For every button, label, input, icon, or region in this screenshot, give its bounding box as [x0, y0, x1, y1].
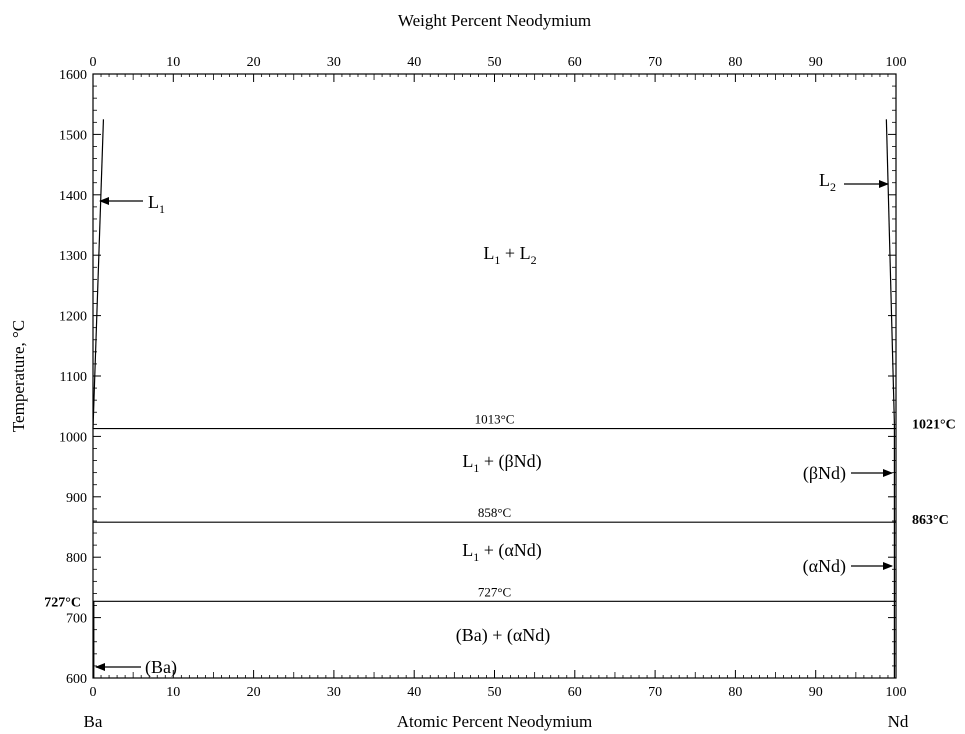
- phase-boundary: [92, 119, 105, 429]
- x-tick-label: 70: [648, 685, 662, 700]
- top-tick-label: 100: [886, 55, 907, 70]
- top-tick-label: 30: [327, 55, 341, 70]
- top-tick-label: 80: [728, 55, 742, 70]
- y-tick-label: 1000: [59, 430, 87, 445]
- label-ba: (Ba): [145, 657, 177, 678]
- top-tick-label: 90: [809, 55, 823, 70]
- region-label-l1-l2: L1 + L2: [483, 243, 536, 267]
- label-l1: L1: [148, 192, 165, 216]
- region-label-l1-alpha: L1 + (αNd): [462, 540, 542, 564]
- phase-boundary: [885, 119, 895, 424]
- region-label-ba-alpha: (Ba) + (αNd): [456, 625, 551, 646]
- side-temperature-label: 727°C: [44, 595, 81, 610]
- left-element-label: Ba: [84, 712, 103, 731]
- x-tick-label: 10: [166, 685, 180, 700]
- y-tick-label: 800: [66, 551, 87, 566]
- x-tick-label: 100: [886, 685, 907, 700]
- x-tick-label: 40: [407, 685, 421, 700]
- top-tick-label: 10: [166, 55, 180, 70]
- y-tick-label: 1300: [59, 249, 87, 264]
- x-tick-label: 60: [568, 685, 582, 700]
- label-beta-nd: (βNd): [803, 463, 846, 484]
- y-tick-label: 1400: [59, 189, 87, 204]
- labels: 0 10 20 30 40 50 60 70 80 90 1000 10 20 30 40 50 60 70 80 9…: [44, 55, 955, 700]
- top-tick-label: 20: [247, 55, 261, 70]
- y-axis-title: Temperature, °C: [9, 320, 28, 432]
- isotherm-label: 727°C: [478, 584, 511, 599]
- top-tick-label: 60: [568, 55, 582, 70]
- x-axis-title: Atomic Percent Neodymium: [397, 712, 592, 731]
- y-tick-label: 1200: [59, 310, 87, 325]
- phase-boundaries: [92, 119, 896, 678]
- x-tick-label: 50: [488, 685, 502, 700]
- side-temperature-label: 1021°C: [912, 418, 956, 433]
- y-tick-label: 900: [66, 491, 87, 506]
- isotherm-label: 858°C: [478, 505, 511, 520]
- label-l2: L2: [819, 170, 836, 194]
- top-tick-label: 50: [488, 55, 502, 70]
- x-tick-label: 30: [327, 685, 341, 700]
- y-tick-label: 700: [66, 612, 87, 627]
- x-tick-label: 90: [809, 685, 823, 700]
- isotherm-label: 1013°C: [475, 412, 515, 427]
- region-label-l1-beta: L1 + (βNd): [462, 451, 541, 475]
- label-alpha-nd: (αNd): [803, 556, 846, 577]
- right-element-label: Nd: [888, 712, 909, 731]
- y-tick-label: 1600: [59, 68, 87, 83]
- top-tick-label: 70: [648, 55, 662, 70]
- top-tick-label: 40: [407, 55, 421, 70]
- plot-frame: [92, 73, 897, 679]
- x-tick-label: 0: [90, 685, 97, 700]
- top-axis-title: Weight Percent Neodymium: [398, 11, 591, 30]
- x-tick-label: 80: [728, 685, 742, 700]
- x-tick-label: 20: [247, 685, 261, 700]
- y-tick-label: 1500: [59, 128, 87, 143]
- side-temperature-label: 863°C: [912, 513, 949, 528]
- y-tick-label: 600: [66, 672, 87, 687]
- y-tick-label: 1100: [60, 370, 87, 385]
- top-tick-label: 0: [90, 55, 97, 70]
